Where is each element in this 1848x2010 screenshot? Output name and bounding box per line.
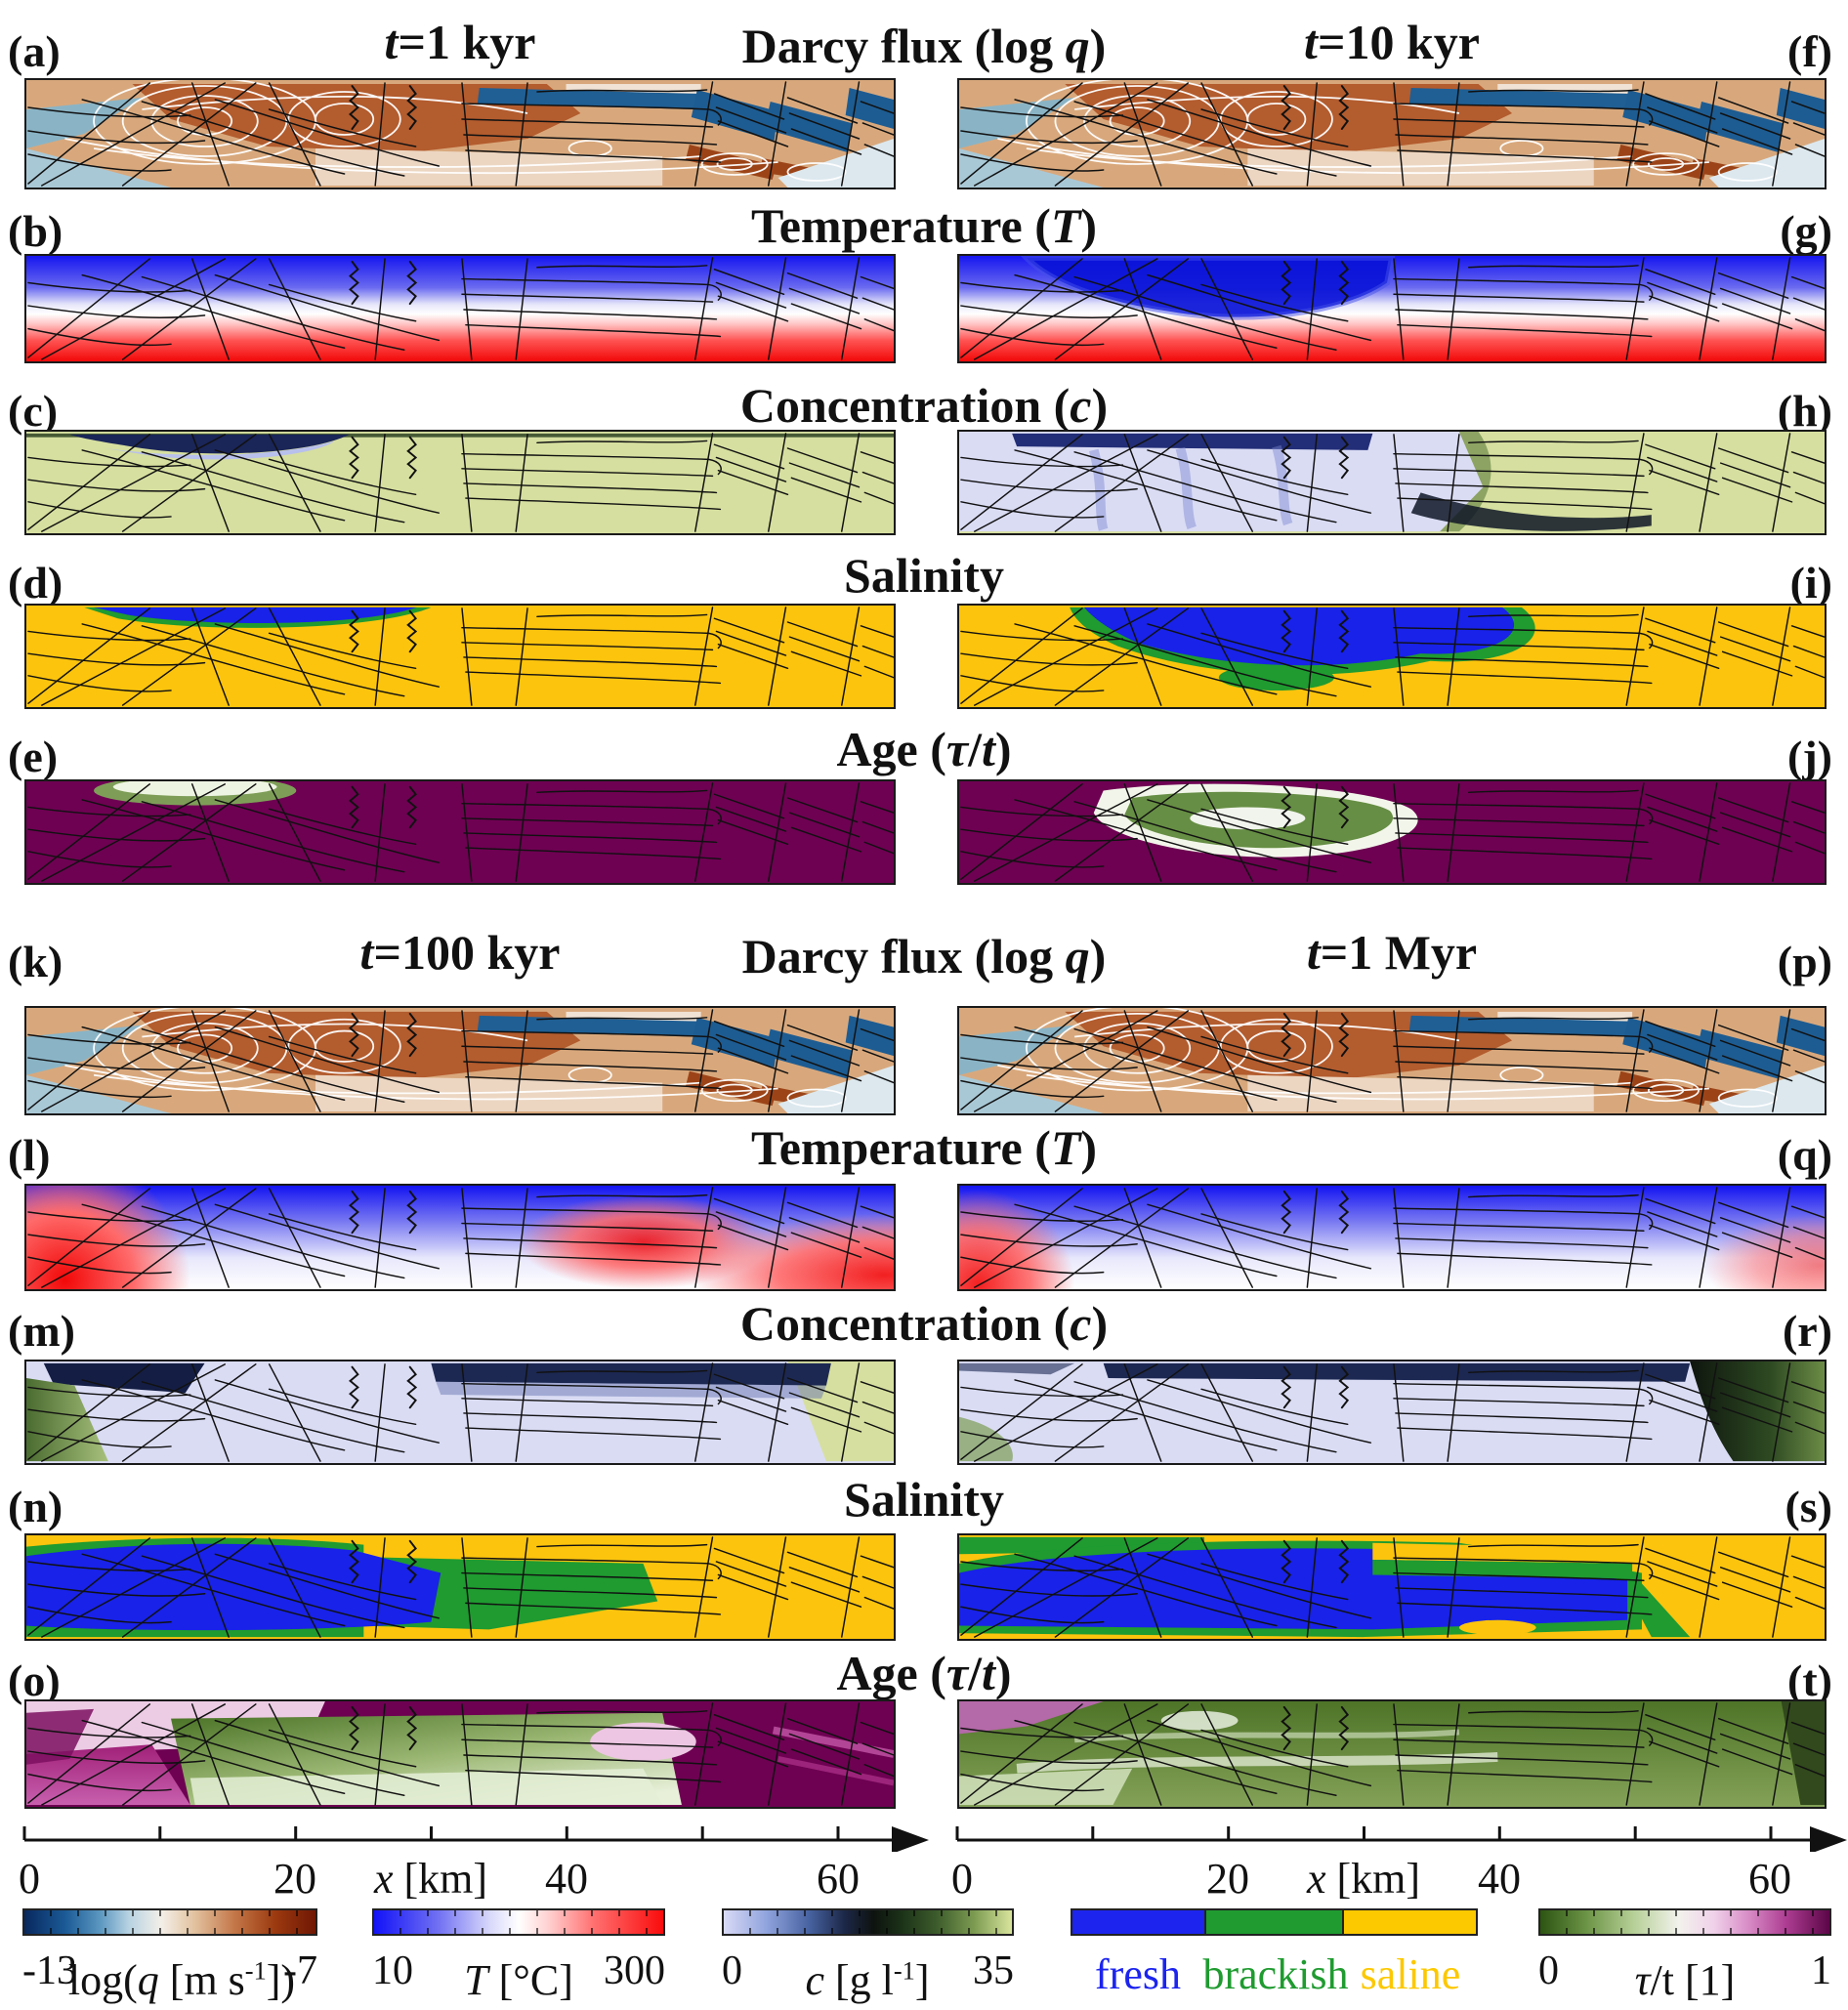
panel-t-age-heatmap — [957, 1699, 1827, 1809]
panel-label-e: (e) — [8, 732, 59, 781]
row-title-concentration-1: Concentration (c) — [739, 378, 1109, 433]
panel-label-r: (r) — [1782, 1306, 1832, 1356]
colorbar-temperature-min: 10 — [372, 1948, 413, 1993]
colorbar-temperature-max: 300 — [604, 1948, 665, 1993]
x-tick-0-right: 0 — [951, 1855, 973, 1903]
panel-label-p: (p) — [1777, 937, 1832, 986]
colorbar-concentration-min: 0 — [722, 1948, 742, 1993]
colorbar-darcy-label: log(q [m s-1]) — [67, 1955, 296, 2004]
colorbar-darcy-max: -7 — [283, 1948, 317, 1993]
panel-label-t: (t) — [1787, 1655, 1832, 1705]
colorbar-temperature — [372, 1908, 665, 1936]
colorbar-concentration — [722, 1908, 1014, 1936]
row-title-temperature-2: Temperature (T) — [750, 1120, 1098, 1175]
row-title-salinity-2: Salinity — [844, 1472, 1004, 1527]
panel-b-temperature-heatmap — [24, 254, 896, 363]
colorbar-concentration-label: c [g l-1] — [805, 1955, 930, 2004]
panel-label-q: (q) — [1777, 1130, 1832, 1180]
panel-label-m: (m) — [8, 1306, 75, 1356]
panel-label-c: (c) — [8, 386, 59, 436]
panel-a-darcy-flux-heatmap — [24, 78, 896, 189]
row-title-salinity-1: Salinity — [844, 548, 1004, 603]
salinity-fresh-swatch — [1071, 1908, 1206, 1936]
row-title-darcy-flux-1: Darcy flux (log q) — [741, 19, 1107, 73]
panel-q-temperature-heatmap — [957, 1184, 1827, 1291]
colorbar-age — [1538, 1908, 1831, 1936]
x-axis-left — [22, 1826, 929, 1852]
panel-m-concentration-heatmap — [24, 1360, 896, 1465]
x-tick-60-right: 60 — [1748, 1855, 1791, 1903]
panel-r-concentration-heatmap — [957, 1360, 1827, 1465]
panel-p-darcy-flux-heatmap — [957, 1006, 1827, 1115]
panel-l-temperature-heatmap — [24, 1184, 896, 1291]
axis-arrow-icon — [1810, 1826, 1847, 1852]
colorbar-age-label: τ/t [1] — [1634, 1956, 1736, 2004]
panel-e-age-heatmap — [24, 779, 896, 885]
panel-g-temperature-heatmap — [957, 254, 1827, 363]
panel-label-i: (i) — [1789, 558, 1832, 607]
panel-d-salinity-heatmap — [24, 604, 896, 709]
colorbar-temperature-label: T [°C] — [464, 1956, 573, 2004]
colorbar-darcy-min: -13 — [22, 1948, 77, 1993]
time-header-1kyr: t=1 kyr — [384, 15, 536, 69]
panel-i-salinity-heatmap — [957, 604, 1827, 709]
row-title-concentration-2: Concentration (c) — [739, 1296, 1109, 1351]
panel-label-d: (d) — [8, 558, 63, 607]
colorbar-concentration-max: 35 — [973, 1948, 1014, 1993]
panel-label-n: (n) — [8, 1482, 63, 1531]
row-title-age-1: Age (τ/t) — [836, 722, 1012, 776]
row-title-temperature-1: Temperature (T) — [750, 198, 1098, 253]
panel-f-darcy-flux-heatmap — [957, 78, 1827, 189]
panel-label-f: (f) — [1787, 26, 1832, 76]
panel-k-darcy-flux-heatmap — [24, 1006, 896, 1115]
x-tick-0-left: 0 — [19, 1855, 40, 1903]
x-tick-40-left: 40 — [545, 1855, 588, 1903]
panel-label-b: (b) — [8, 206, 63, 256]
x-tick-20-left: 20 — [273, 1855, 316, 1903]
panel-h-concentration-heatmap — [957, 430, 1827, 535]
salinity-brackish-label: brackish — [1202, 1950, 1349, 1998]
salinity-fresh-label: fresh — [1095, 1950, 1181, 1998]
x-tick-20-right: 20 — [1206, 1855, 1249, 1903]
panel-c-concentration-heatmap — [24, 430, 896, 535]
panel-s-salinity-heatmap — [957, 1533, 1827, 1641]
row-title-darcy-flux-2: Darcy flux (log q) — [741, 929, 1107, 984]
x-tick-60-left: 60 — [817, 1855, 860, 1903]
time-header-1myr: t=1 Myr — [1306, 925, 1478, 980]
x-axis-label-right: x [km] — [1306, 1855, 1421, 1903]
colorbar-age-min: 0 — [1538, 1948, 1559, 1993]
panel-label-h: (h) — [1777, 386, 1832, 436]
panel-o-age-heatmap — [24, 1699, 896, 1809]
panel-label-a: (a) — [8, 26, 61, 76]
x-axis-right — [955, 1826, 1847, 1852]
panel-label-j: (j) — [1787, 732, 1832, 781]
panel-label-g: (g) — [1780, 206, 1832, 256]
panel-label-l: (l) — [8, 1130, 51, 1180]
colorbar-salinity-classes — [1071, 1908, 1478, 1936]
x-axis-label-left: x [km] — [373, 1855, 488, 1903]
salinity-brackish-swatch — [1206, 1908, 1344, 1936]
colorbar-age-max: 1 — [1811, 1948, 1831, 1993]
row-title-age-2: Age (τ/t) — [836, 1646, 1012, 1700]
time-header-10kyr: t=10 kyr — [1304, 15, 1480, 69]
panel-j-age-heatmap — [957, 779, 1827, 885]
salinity-saline-label: saline — [1360, 1950, 1461, 1998]
time-header-100kyr: t=100 kyr — [359, 925, 561, 980]
panel-n-salinity-heatmap — [24, 1533, 896, 1641]
panel-label-s: (s) — [1785, 1482, 1832, 1531]
panel-label-k: (k) — [8, 937, 63, 986]
panel-label-o: (o) — [8, 1655, 61, 1705]
x-tick-40-right: 40 — [1478, 1855, 1521, 1903]
colorbar-darcy-flux — [22, 1908, 317, 1936]
salinity-saline-swatch — [1344, 1908, 1478, 1936]
axis-arrow-icon — [892, 1826, 929, 1852]
